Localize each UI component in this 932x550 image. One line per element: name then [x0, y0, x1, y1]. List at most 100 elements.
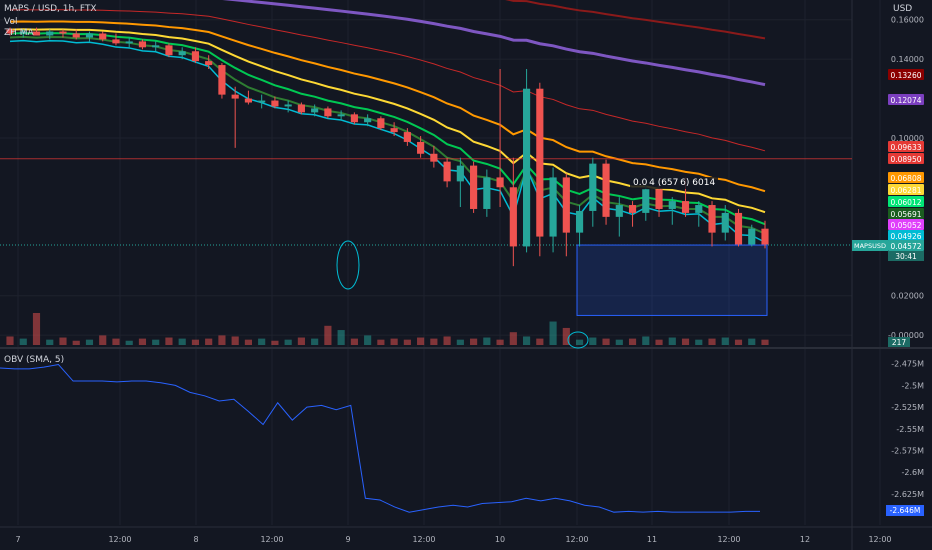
- volume-bar: [655, 339, 663, 345]
- candle: [112, 39, 120, 44]
- y-tick-label: 0.16000: [891, 16, 924, 25]
- volume-bar: [403, 339, 411, 345]
- candle: [72, 33, 80, 38]
- candle: [734, 212, 743, 245]
- x-tick-label: 12:00: [868, 535, 891, 544]
- x-tick-label: 8: [193, 535, 198, 544]
- price-badge: 0.05052: [890, 221, 921, 230]
- ma-line-3: [9, 20, 766, 193]
- candle: [536, 88, 544, 237]
- x-tick-label: 12:00: [565, 535, 588, 544]
- candle: [655, 189, 663, 209]
- price-badge-bg: [888, 69, 924, 80]
- candle: [271, 100, 279, 107]
- price-badge: 0.04926: [890, 232, 921, 241]
- price-badge: 0.06281: [890, 186, 921, 195]
- candle: [324, 108, 332, 117]
- price-badge: 0.09633: [890, 143, 921, 152]
- volume-bar: [191, 339, 200, 345]
- volume-bar: [85, 339, 94, 345]
- volume-bar: [761, 339, 769, 345]
- x-tick-label: 12:00: [717, 535, 740, 544]
- candle: [443, 161, 451, 182]
- measure-box: [576, 244, 768, 316]
- volume-bar: [99, 335, 107, 345]
- volume-bar: [258, 338, 266, 345]
- annotation-circle: [336, 240, 360, 290]
- candle: [761, 228, 769, 245]
- volume-bars: [6, 313, 769, 345]
- volume-bar: [125, 340, 133, 345]
- y-tick-label: -0.00000: [888, 331, 924, 340]
- volume-bar: [417, 337, 425, 345]
- symbol-tag: MAPSUSD: [854, 242, 886, 250]
- price-badge: 0.08950: [890, 155, 921, 164]
- x-tick-label: 10: [495, 535, 505, 544]
- volume-bar: [668, 337, 676, 345]
- candle: [642, 189, 650, 213]
- volume-bar: [681, 338, 690, 345]
- price-badge-bg: [888, 141, 924, 152]
- countdown-bg: [888, 251, 924, 261]
- candle: [430, 153, 438, 162]
- volume-bar: [483, 337, 491, 345]
- x-tick-label: 12: [800, 535, 810, 544]
- y-tick-label: 0.10000: [891, 134, 924, 143]
- price-badge-bg: [888, 153, 924, 164]
- volume-bar: [522, 336, 531, 345]
- volume-bar: [112, 338, 120, 345]
- indicator-legend: ZH MA: [4, 28, 34, 38]
- candle: [59, 31, 67, 34]
- volume-bar: [628, 338, 637, 345]
- candle: [125, 41, 133, 44]
- volume-bar: [138, 338, 147, 345]
- obv-tick-label: -2.55M: [896, 425, 924, 434]
- price-badge-bg: [888, 230, 924, 241]
- candle: [152, 45, 160, 48]
- volume-bar: [284, 339, 292, 345]
- price-badge-bg: [888, 208, 924, 219]
- price-badge: 0.06808: [890, 174, 921, 183]
- volume-bar: [390, 338, 398, 345]
- candle: [46, 31, 54, 36]
- candle: [364, 118, 372, 123]
- volume-bar: [6, 336, 14, 345]
- volume-bar: [721, 337, 729, 345]
- candle: [191, 51, 200, 62]
- volume-bar: [165, 337, 173, 345]
- candle: [99, 33, 107, 40]
- volume-bar: [231, 336, 239, 345]
- candles: [6, 27, 769, 267]
- volume-bar: [575, 339, 584, 345]
- obv-tick-label: -2.475M: [891, 360, 924, 369]
- volume-legend: Vol: [4, 17, 18, 27]
- x-tick-label: 11: [647, 535, 657, 544]
- candle: [205, 61, 213, 66]
- candle: [509, 187, 517, 247]
- volume-bar: [430, 338, 438, 345]
- price-badge: 0.06012: [890, 198, 921, 207]
- ma-line-2: [9, 9, 766, 152]
- volume-bar: [470, 338, 478, 345]
- volume-bar: [549, 321, 557, 345]
- volume-bar: [244, 339, 253, 345]
- x-tick-label: 12:00: [260, 535, 283, 544]
- x-tick-label: 12:00: [108, 535, 131, 544]
- volume-bar: [456, 339, 464, 345]
- volume-bar: [297, 337, 305, 345]
- candle: [165, 45, 173, 56]
- volume-bar: [32, 313, 41, 345]
- candle: [562, 177, 570, 233]
- candle: [748, 228, 756, 245]
- volume-bar: [708, 338, 716, 345]
- volume-bar: [443, 336, 451, 345]
- hover-tooltip: 0.0 4 (657 6) 6014: [630, 177, 719, 189]
- volume-bar: [496, 339, 504, 345]
- y-tick-label: 0.14000: [891, 55, 924, 64]
- y-tick-label: 0.02000: [891, 292, 924, 301]
- candle: [721, 212, 729, 233]
- price-badge: 0.05691: [890, 210, 921, 219]
- symbol-title: MAPS / USD, 1h, FTX: [4, 4, 97, 14]
- volume-bar: [178, 338, 186, 345]
